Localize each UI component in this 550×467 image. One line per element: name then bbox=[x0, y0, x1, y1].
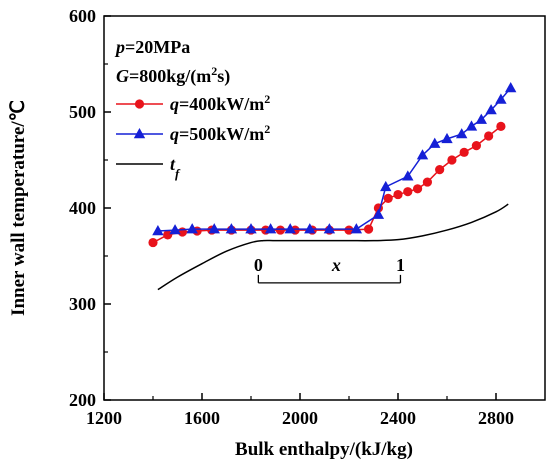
legend-label-0: q=400kW/m2 bbox=[170, 92, 270, 114]
annotation-start-label: 0 bbox=[254, 255, 263, 275]
legend-swatch-marker-1 bbox=[133, 128, 146, 139]
series-1-point bbox=[245, 223, 257, 234]
condition-pressure: p=20MPa bbox=[114, 37, 190, 57]
series-1-point bbox=[505, 82, 517, 93]
series-line-2 bbox=[157, 203, 509, 291]
series-0-point bbox=[148, 237, 158, 248]
series-0-point bbox=[471, 141, 481, 151]
x-tick-label: 2000 bbox=[282, 408, 318, 428]
series-0-point bbox=[413, 184, 423, 194]
legend-swatch-marker-0 bbox=[134, 99, 145, 109]
series-1-point bbox=[456, 128, 468, 139]
series-1-point bbox=[225, 223, 238, 234]
series-1-point bbox=[465, 120, 478, 131]
series-1-point bbox=[323, 223, 336, 234]
series-0-point bbox=[459, 147, 469, 157]
y-tick-label: 400 bbox=[69, 198, 96, 218]
series-1-point bbox=[416, 149, 429, 160]
x-tick-label: 2800 bbox=[478, 408, 514, 428]
legend-label-2: tf bbox=[170, 154, 181, 181]
series-1-point bbox=[304, 223, 316, 234]
series-1-point bbox=[380, 180, 392, 192]
series-1-point bbox=[284, 223, 296, 234]
y-tick-label: 300 bbox=[69, 294, 96, 314]
series-0-point bbox=[422, 177, 432, 187]
series-0-point bbox=[275, 225, 285, 235]
annotation-end-label: 1 bbox=[396, 255, 405, 275]
annotation-var-label: x bbox=[331, 255, 341, 275]
series-0-point bbox=[364, 224, 374, 234]
y-axis-title: Inner wall temperature/℃ bbox=[8, 100, 29, 316]
series-1-point bbox=[186, 223, 198, 234]
x-tick-label: 1200 bbox=[86, 408, 122, 428]
series-0-point bbox=[496, 121, 506, 131]
tick-group: 1200 1600 2000 2400 2800 200 300 400 500 600 bbox=[69, 6, 514, 428]
series-0-point bbox=[393, 189, 403, 200]
series-0-point bbox=[383, 193, 393, 203]
x-tick-label: 2400 bbox=[380, 408, 416, 428]
series-1-point bbox=[402, 170, 414, 181]
series-1-point bbox=[372, 208, 385, 219]
series-1-point bbox=[208, 223, 220, 234]
condition-mass-flux: G=800kg/(m2s) bbox=[116, 64, 230, 87]
y-tick-label: 200 bbox=[69, 390, 96, 410]
series-1-point bbox=[475, 113, 487, 124]
series-1-point bbox=[350, 223, 363, 234]
x-range-annotation: 0 x 1 bbox=[254, 255, 405, 284]
y-tick-label: 500 bbox=[69, 102, 96, 122]
x-axis-title: Bulk enthalpy/(kJ/kg) bbox=[235, 439, 413, 460]
series-1-point bbox=[441, 132, 453, 144]
legend-label-1: q=500kW/m2 bbox=[170, 122, 270, 144]
legend: p=20MPa G=800kg/(m2s) q=400kW/m2 q=500kW/m2… bbox=[114, 37, 270, 181]
series-layer bbox=[148, 82, 517, 291]
y-tick-label: 600 bbox=[69, 6, 96, 26]
series-0-point bbox=[435, 165, 445, 175]
series-1-point bbox=[495, 93, 507, 104]
series-0-point bbox=[447, 155, 457, 165]
series-1-point bbox=[152, 225, 164, 236]
series-0-point bbox=[403, 187, 413, 197]
series-1-point bbox=[429, 137, 441, 148]
series-1-point bbox=[485, 104, 497, 115]
x-tick-label: 1600 bbox=[184, 408, 220, 428]
series-1-point bbox=[264, 223, 277, 234]
series-0-point bbox=[484, 131, 494, 141]
series-0-point bbox=[163, 230, 173, 240]
series-1-point bbox=[169, 224, 181, 235]
